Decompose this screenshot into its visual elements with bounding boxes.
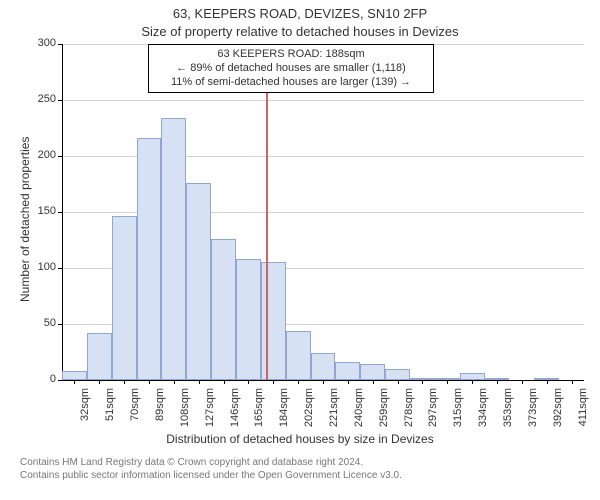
x-tick-mark [323,380,324,384]
histogram-bar [360,364,385,380]
x-tick-label: 278sqm [403,388,415,438]
y-axis-line [62,44,63,380]
x-tick-mark [199,380,200,384]
y-tick-label: 100 [24,261,56,273]
x-tick-label: 297sqm [427,388,439,438]
histogram-bar [161,118,186,380]
chart-container: 63, KEEPERS ROAD, DEVIZES, SN10 2FP Size… [0,0,600,500]
marker-line [266,44,268,380]
x-tick-mark [99,380,100,384]
x-tick-mark [522,380,523,384]
x-tick-mark [472,380,473,384]
x-tick-label: 165sqm [253,388,265,438]
y-tick-label: 50 [24,317,56,329]
y-tick-mark [58,44,62,45]
histogram-bar [311,353,336,380]
histogram-bar [460,373,485,380]
y-tick-mark [58,324,62,325]
x-tick-mark [298,380,299,384]
annotation-line2: ← 89% of detached houses are smaller (1,… [157,62,425,76]
footer-attribution: Contains HM Land Registry data © Crown c… [20,456,402,482]
annotation-line1: 63 KEEPERS ROAD: 188sqm [157,48,425,62]
chart-title-address: 63, KEEPERS ROAD, DEVIZES, SN10 2FP [0,6,600,21]
x-tick-label: 202sqm [303,388,315,438]
histogram-bar [261,262,286,380]
y-axis-label: Number of detached properties [18,137,32,302]
x-tick-label: 89sqm [154,388,166,438]
gridline [62,100,584,101]
x-tick-mark [572,380,573,384]
x-tick-label: 127sqm [204,388,216,438]
y-tick-label: 250 [24,93,56,105]
x-tick-label: 70sqm [129,388,141,438]
y-tick-mark [58,156,62,157]
histogram-bar [335,362,360,380]
histogram-bar [112,216,137,380]
x-tick-label: 411sqm [577,388,589,438]
x-tick-mark [373,380,374,384]
annotation-box: 63 KEEPERS ROAD: 188sqm ← 89% of detache… [148,44,434,93]
x-tick-mark [547,380,548,384]
x-tick-label: 353sqm [502,388,514,438]
x-tick-mark [248,380,249,384]
x-tick-mark [174,380,175,384]
x-tick-label: 373sqm [527,388,539,438]
histogram-bar [211,239,236,380]
histogram-bar [62,371,87,380]
x-tick-label: 32sqm [79,388,91,438]
x-tick-label: 334sqm [477,388,489,438]
y-tick-label: 150 [24,205,56,217]
x-tick-mark [447,380,448,384]
footer-line2: Contains public sector information licen… [20,469,402,482]
x-tick-mark [273,380,274,384]
x-tick-label: 221sqm [328,388,340,438]
histogram-bar [236,259,261,380]
x-tick-mark [398,380,399,384]
x-tick-label: 146sqm [229,388,241,438]
x-tick-mark [149,380,150,384]
y-tick-mark [58,212,62,213]
x-tick-label: 51sqm [104,388,116,438]
x-tick-label: 240sqm [353,388,365,438]
x-tick-label: 108sqm [179,388,191,438]
histogram-bar [137,138,162,380]
y-tick-label: 300 [24,37,56,49]
x-tick-label: 392sqm [552,388,564,438]
plot-area [62,44,584,380]
y-tick-mark [58,100,62,101]
x-tick-mark [497,380,498,384]
x-tick-label: 259sqm [378,388,390,438]
x-tick-mark [224,380,225,384]
x-tick-mark [124,380,125,384]
histogram-bar [286,331,311,380]
y-tick-mark [58,268,62,269]
x-tick-mark [348,380,349,384]
footer-line1: Contains HM Land Registry data © Crown c… [20,456,402,469]
y-tick-mark [58,380,62,381]
x-tick-label: 184sqm [278,388,290,438]
x-tick-mark [422,380,423,384]
y-tick-label: 200 [24,149,56,161]
annotation-line3: 11% of semi-detached houses are larger (… [157,76,425,90]
x-tick-label: 315sqm [452,388,464,438]
histogram-bar [186,183,211,380]
chart-title-desc: Size of property relative to detached ho… [0,24,600,39]
y-tick-label: 0 [24,373,56,385]
histogram-bar [385,369,410,380]
histogram-bar [87,333,112,380]
x-tick-mark [74,380,75,384]
